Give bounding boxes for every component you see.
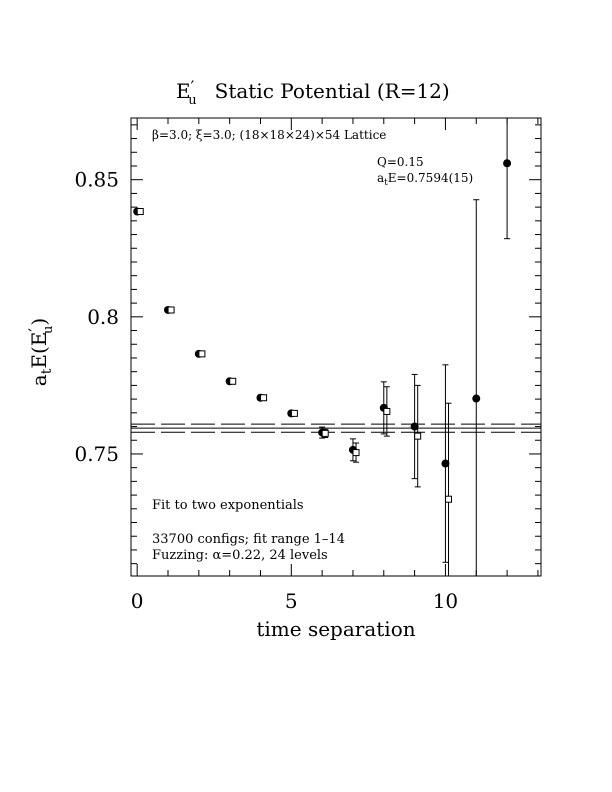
data-point	[167, 306, 175, 314]
data-point	[198, 350, 206, 358]
data-point	[321, 429, 329, 437]
data-point	[414, 432, 422, 440]
fit-band	[131, 423, 541, 433]
data-point	[260, 394, 268, 402]
data-point	[136, 208, 144, 216]
annotation-fuzzing: Fuzzing: α=0.22, 24 levels	[152, 548, 328, 563]
data-points	[133, 118, 512, 576]
data-point	[229, 377, 237, 385]
annotation-fit: Fit to two exponentials	[152, 498, 304, 513]
annotation-configs: 33700 configs; fit range 1–14	[152, 532, 345, 547]
data-point	[410, 422, 419, 431]
axis-ticks: 0 5 10 0.75 0.8 0.85	[74, 118, 541, 613]
y-tick-label: 0.75	[74, 442, 119, 466]
x-tick-label: 5	[285, 589, 298, 613]
data-point	[441, 459, 450, 468]
chart-title: E′ u Static Potential (R=12)	[176, 77, 450, 108]
data-point	[503, 159, 512, 168]
title-sub: u	[188, 93, 196, 108]
annotation-lattice: β=3.0; ξ=3.0; (18×18×24)×54 Lattice	[152, 128, 386, 142]
title-prime: ′	[191, 77, 195, 96]
data-point	[445, 495, 453, 503]
y-axis-label: atE(E′u)	[25, 318, 56, 386]
annotation-energy: atE=0.7594(15)	[377, 171, 473, 188]
x-axis-label: time separation	[256, 617, 415, 641]
data-point	[383, 407, 391, 415]
data-point	[352, 449, 360, 457]
data-point	[290, 409, 298, 417]
data-point	[472, 394, 481, 403]
annotation-q: Q=0.15	[377, 155, 424, 169]
x-tick-label: 10	[433, 589, 458, 613]
x-tick-label: 0	[131, 589, 144, 613]
y-tick-label: 0.8	[87, 305, 119, 329]
plot-border	[130, 117, 542, 577]
y-tick-label: 0.85	[74, 168, 119, 192]
plot-frame	[130, 117, 542, 577]
title-rest: Static Potential (R=12)	[215, 79, 450, 103]
title-main: E	[176, 79, 191, 103]
